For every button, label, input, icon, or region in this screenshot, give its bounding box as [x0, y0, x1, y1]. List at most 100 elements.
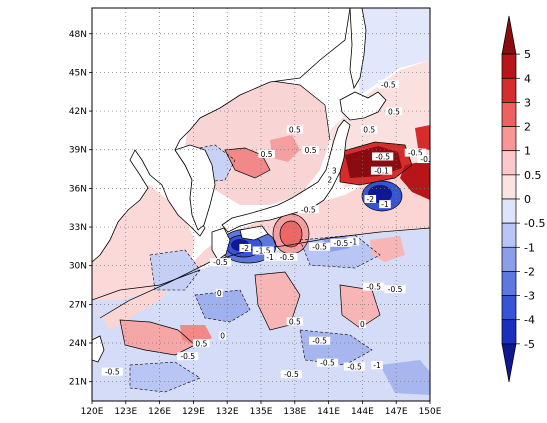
contour-label: -0.5	[213, 258, 228, 267]
contour-label-bg	[177, 352, 199, 361]
contour-label: 0.5	[195, 339, 207, 348]
patch-pos-1	[120, 320, 195, 355]
colorbar: 5 4 3 2 1 0.5 0 -0.5 -1 -2 -3 -4 -5	[501, 15, 545, 383]
lat-tick-label: 48N	[69, 30, 87, 40]
lon-tick-label: 138E	[283, 407, 306, 417]
contour-label-bg	[385, 107, 403, 116]
lat-tick-label: 30N	[69, 262, 87, 272]
patch-pos-3	[255, 272, 300, 330]
contour-label: -2	[367, 195, 375, 204]
colorbar-swatch	[501, 150, 517, 176]
contour-label: -0.5	[381, 80, 396, 89]
lon-tick-label: 135E	[250, 407, 273, 417]
east-china-sea-neg	[150, 250, 200, 290]
contour-label-bg	[363, 282, 385, 291]
colorbar-label: 1	[524, 145, 531, 158]
contour-label: -1	[381, 200, 389, 209]
contour-label-bg	[326, 175, 334, 184]
contour-label: -0.5	[312, 337, 327, 346]
contour-label: -1	[373, 361, 381, 370]
warm-anomaly-east	[400, 160, 430, 200]
contour-label-bg	[193, 339, 210, 348]
colorbar-label: -3	[524, 290, 535, 303]
contour-label-bg	[297, 205, 319, 214]
sea-of-japan-pos2	[270, 135, 300, 162]
colorbar-top-triangle	[501, 15, 517, 55]
land-asia-mainland	[92, 8, 351, 263]
patch-neg-3	[130, 362, 200, 392]
contour-label-bg	[209, 258, 232, 267]
lon-axis: 120E 123E 126E 129E 132E 135E 138E 141E 144E 147E…	[81, 401, 442, 417]
contour-labels: -0.5-0.50.500.5-0.5-0.5-0.5 -0.5 -1-0.5 -0.…	[101, 80, 435, 379]
lon-tick-label: 150E	[419, 407, 442, 417]
colorbar-label: -0.5	[524, 217, 545, 230]
contour-label-bg	[258, 149, 275, 158]
contour-label-bg	[215, 289, 223, 298]
contour-label: -0.5	[375, 152, 390, 161]
contour-label-bg	[219, 331, 227, 340]
lat-tick-label: 45N	[69, 68, 87, 78]
colorbar-swatch	[501, 222, 517, 248]
land-taiwan	[92, 335, 105, 363]
contour-label-bg	[343, 362, 366, 371]
contour-label-bg	[286, 317, 303, 326]
lat-tick-label: 21N	[69, 378, 87, 388]
lon-tick-label: 123E	[114, 407, 137, 417]
contour-label: 0.5	[388, 107, 400, 116]
colorbar-swatch	[501, 246, 517, 272]
patch-pos-4	[340, 285, 380, 328]
contour-label-bg	[302, 146, 319, 155]
contour-label-bg	[360, 125, 378, 134]
contour-label-bg	[347, 237, 360, 246]
colorbar-label: 3	[524, 96, 531, 109]
lon-tick-label: 144E	[351, 407, 374, 417]
contour-label: 2	[327, 176, 332, 185]
contour-label: 0	[217, 289, 222, 298]
contour-label: -0.5	[347, 362, 362, 371]
contour-label-bg	[286, 125, 303, 134]
contour-label-bg	[316, 358, 339, 367]
contour-label-bg	[371, 361, 383, 370]
patch-neg-1	[195, 290, 250, 322]
contour-label-bg	[239, 243, 252, 252]
lon-tick-label: 120E	[81, 407, 104, 417]
contour-label-bg	[308, 336, 331, 345]
contour-label-bg	[379, 200, 391, 209]
colorbar-swatch	[501, 174, 517, 200]
contour-label-bg	[370, 166, 393, 175]
colorbar-swatch	[501, 198, 517, 224]
colorbar-bottom-triangle	[501, 343, 517, 383]
coastal-band	[92, 170, 430, 330]
colorbar-swatch	[501, 319, 517, 345]
contour-label-bg	[252, 246, 274, 255]
lat-axis: 21N 24N 27N 30N 33N 36N 39N 42N 45N 48N	[69, 30, 92, 388]
lat-tick-label: 24N	[69, 339, 87, 349]
contour-label: 0.5	[289, 317, 301, 326]
contour-label: -0.5	[105, 368, 120, 377]
land-honshu	[221, 119, 351, 233]
lon-tick-label: 129E	[182, 407, 205, 417]
contour-label: -0.1	[374, 167, 389, 176]
contour-label: -1	[266, 253, 274, 262]
contour-label: 0	[220, 332, 225, 341]
contour-label-bg	[280, 370, 303, 379]
contour-label-bg	[404, 148, 426, 157]
contour-label: 0.5	[289, 125, 301, 134]
land-sakhalin	[349, 8, 367, 90]
colorbar-label: 5	[524, 48, 531, 61]
colorbar-label: -5	[524, 338, 535, 351]
contour-label: -0.5	[420, 155, 435, 164]
colorbar-swatch	[501, 77, 517, 103]
lat-tick-label: 27N	[69, 300, 87, 310]
contour-label-bg	[377, 80, 399, 89]
contour-label: -0.5	[408, 149, 423, 158]
contour-label-bg	[359, 319, 366, 328]
colorbar-label: 2	[524, 121, 531, 134]
land-hokkaido	[339, 91, 387, 121]
colorbar-swatch	[501, 126, 517, 152]
colorbar-label: -1	[524, 241, 535, 254]
lat-tick-label: 33N	[69, 223, 87, 233]
contour-label: 3	[332, 167, 337, 176]
lon-tick-label: 141E	[317, 407, 340, 417]
